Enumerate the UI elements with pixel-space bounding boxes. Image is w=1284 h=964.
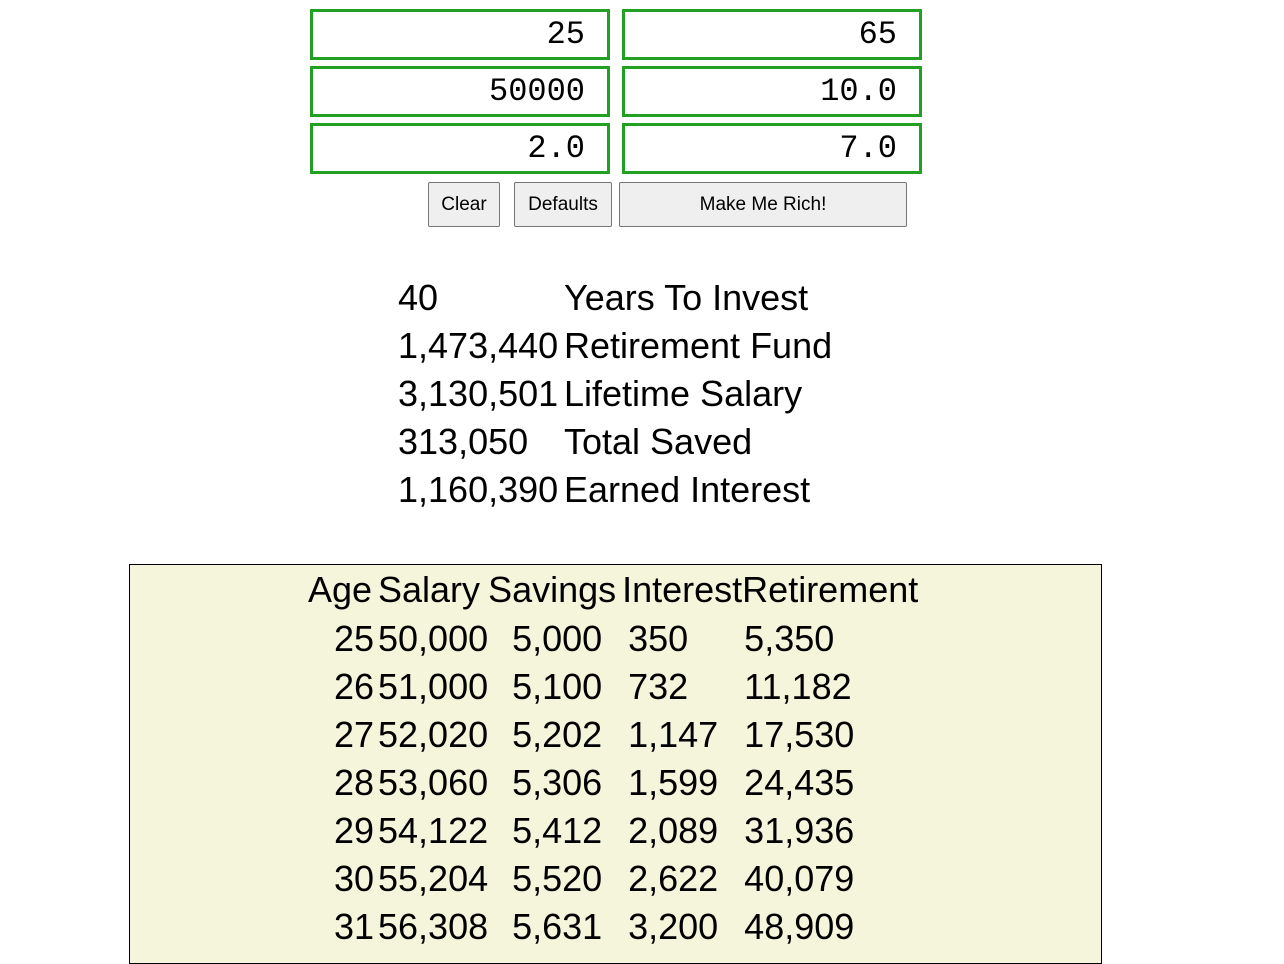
total-saved-label: Total Saved xyxy=(564,421,753,462)
savings-cell: 5,412 xyxy=(512,810,603,851)
table-row: 28 53,060 5,306 1,599 24,435 xyxy=(308,759,922,807)
salary-cell: 51,000 xyxy=(378,666,489,707)
table-row: 26 51,000 5,100 732 11,182 xyxy=(308,663,922,711)
table-row: 25 50,000 5,000 350 5,350 xyxy=(308,615,922,663)
salary-cell: 53,060 xyxy=(378,762,489,803)
retirement-cell: 17,530 xyxy=(744,714,855,755)
salary-cell: 50,000 xyxy=(378,618,489,659)
savings-cell: 5,100 xyxy=(512,666,603,707)
salary-cell: 52,020 xyxy=(378,714,489,755)
age-cell: 29 xyxy=(333,810,374,851)
age-cell: 31 xyxy=(333,906,374,947)
table-row: 30 55,204 5,520 2,622 40,079 xyxy=(308,855,922,903)
table-row: 27 52,020 5,202 1,147 17,530 xyxy=(308,711,922,759)
age-cell: 25 xyxy=(333,618,374,659)
retirement-cell: 5,350 xyxy=(744,618,835,659)
salary-cell: 56,308 xyxy=(378,906,489,947)
savings-cell: 5,202 xyxy=(512,714,603,755)
earned-interest-value: 1,160,390 xyxy=(398,469,559,510)
retirement-cell: 11,182 xyxy=(744,666,852,707)
interest-percent-input[interactable] xyxy=(622,123,922,174)
lifetime-salary-value: 3,130,501 xyxy=(398,373,559,414)
retirement-cell: 40,079 xyxy=(744,858,855,899)
savings-cell: 5,000 xyxy=(512,618,603,659)
age-cell: 28 xyxy=(333,762,374,803)
savings-cell: 5,520 xyxy=(512,858,603,899)
header-retirement: Retirement xyxy=(742,569,919,610)
years-to-invest-label: Years To Invest xyxy=(564,277,809,318)
summary-table: 40 Years To Invest 1,473,440 Retirement … xyxy=(398,274,832,514)
summary-row-lifetime-salary: 3,130,501 Lifetime Salary xyxy=(398,370,832,418)
make-me-rich-button[interactable]: Make Me Rich! xyxy=(619,182,907,227)
age-cell: 30 xyxy=(333,858,374,899)
retirement-fund-value: 1,473,440 xyxy=(398,325,559,366)
raise-percent-input[interactable] xyxy=(310,123,610,174)
projection-table: Age Salary Savings Interest Retirement 2… xyxy=(308,565,922,951)
clear-button[interactable]: Clear xyxy=(428,182,500,227)
interest-cell: 732 xyxy=(628,666,689,707)
retirement-fund-label: Retirement Fund xyxy=(564,325,833,366)
age-cell: 27 xyxy=(333,714,374,755)
salary-cell: 54,122 xyxy=(378,810,489,851)
summary-row-total-saved: 313,050 Total Saved xyxy=(398,418,832,466)
earned-interest-label: Earned Interest xyxy=(564,469,811,510)
header-interest: Interest xyxy=(622,569,743,610)
header-savings: Savings xyxy=(488,569,617,610)
summary-row-years: 40 Years To Invest xyxy=(398,274,832,322)
projection-panel: Age Salary Savings Interest Retirement 2… xyxy=(129,564,1102,964)
interest-cell: 350 xyxy=(628,618,689,659)
salary-input[interactable] xyxy=(310,66,610,117)
header-age: Age xyxy=(308,569,373,610)
interest-cell: 2,622 xyxy=(628,858,719,899)
interest-cell: 1,147 xyxy=(628,714,719,755)
current-age-input[interactable] xyxy=(310,9,610,60)
savings-percent-input[interactable] xyxy=(622,66,922,117)
retirement-age-input[interactable] xyxy=(622,9,922,60)
interest-cell: 2,089 xyxy=(628,810,719,851)
defaults-button[interactable]: Defaults xyxy=(514,182,612,227)
interest-cell: 1,599 xyxy=(628,762,719,803)
retirement-cell: 24,435 xyxy=(744,762,855,803)
header-salary: Salary xyxy=(378,569,481,610)
interest-cell: 3,200 xyxy=(628,906,719,947)
savings-cell: 5,631 xyxy=(512,906,603,947)
savings-cell: 5,306 xyxy=(512,762,603,803)
years-to-invest-value: 40 xyxy=(398,277,439,318)
retirement-cell: 31,936 xyxy=(744,810,855,851)
salary-cell: 55,204 xyxy=(378,858,489,899)
table-row: 31 56,308 5,631 3,200 48,909 xyxy=(308,903,922,951)
age-cell: 26 xyxy=(333,666,374,707)
summary-row-retirement-fund: 1,473,440 Retirement Fund xyxy=(398,322,832,370)
projection-header-row: Age Salary Savings Interest Retirement xyxy=(308,565,922,615)
lifetime-salary-label: Lifetime Salary xyxy=(564,373,803,414)
summary-row-earned-interest: 1,160,390 Earned Interest xyxy=(398,466,832,514)
total-saved-value: 313,050 xyxy=(398,421,529,462)
retirement-cell: 48,909 xyxy=(744,906,855,947)
table-row: 29 54,122 5,412 2,089 31,936 xyxy=(308,807,922,855)
